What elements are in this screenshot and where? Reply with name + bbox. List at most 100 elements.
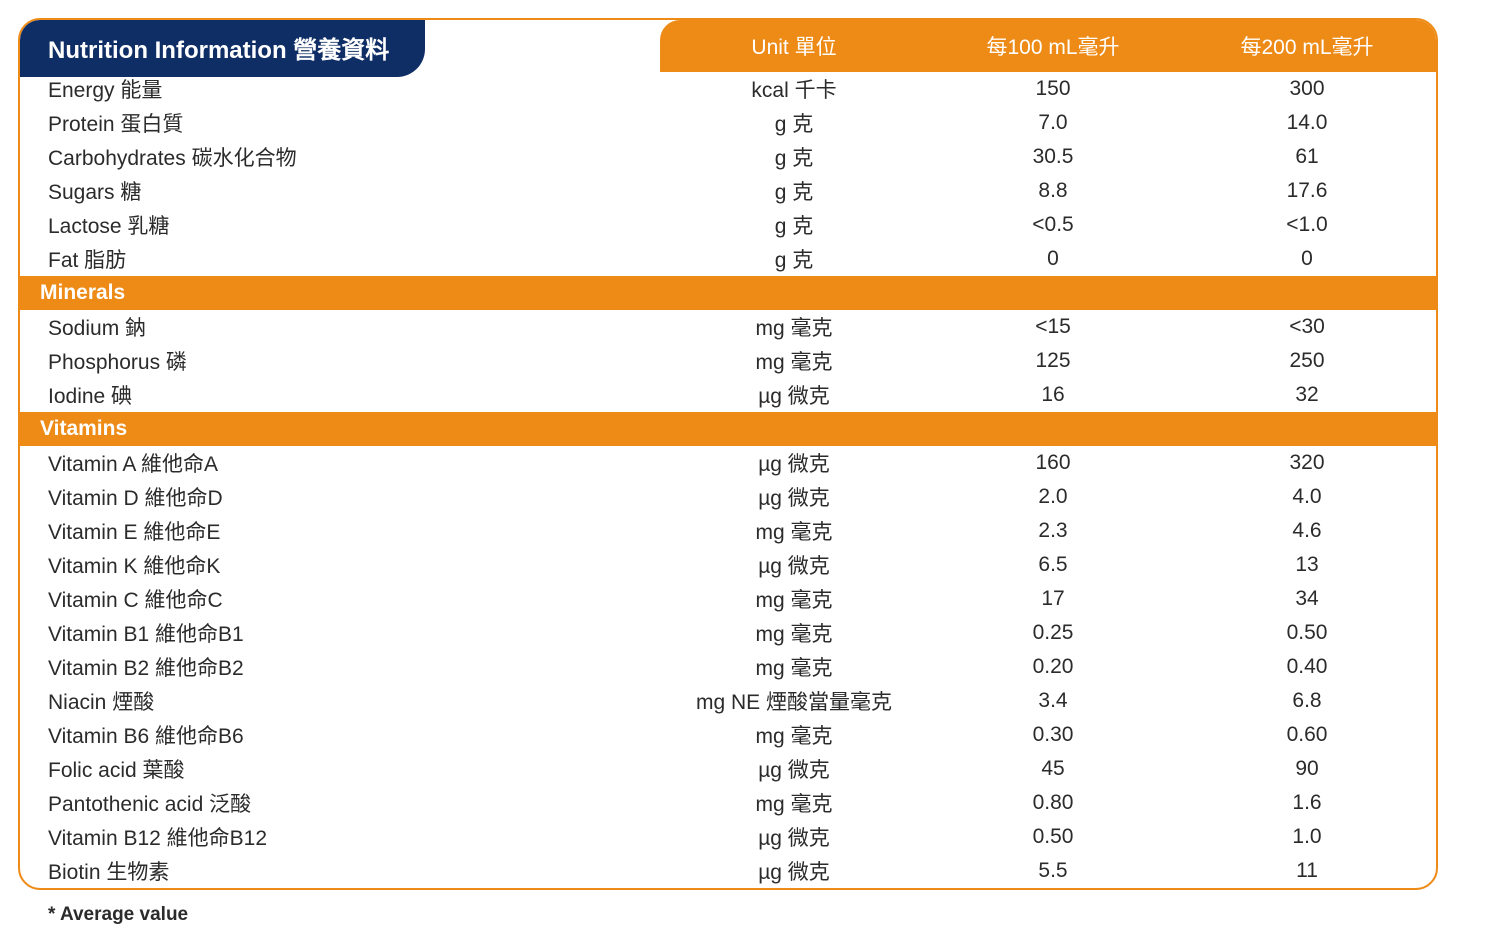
table-row: Vitamin K 維他命Kµg 微克6.513 [20,548,1436,582]
row-name: Vitamin B12 維他命B12 [20,822,660,852]
header-per200: 每200 mL毫升 [1178,20,1436,72]
row-value-100ml: 0.20 [928,655,1178,679]
section-row: Minerals [20,276,1436,310]
row-unit: kcal 千卡 [660,74,928,104]
row-unit: g 克 [660,108,928,138]
row-unit: µg 微克 [660,754,928,784]
table-row: Biotin 生物素µg 微克5.511 [20,854,1436,888]
row-value-200ml: 300 [1178,77,1436,101]
table-row: Vitamin B1 維他命B1mg 毫克0.250.50 [20,616,1436,650]
table-row: Vitamin B12 維他命B12µg 微克0.501.0 [20,820,1436,854]
row-value-100ml: 0.30 [928,723,1178,747]
table-row: Vitamin C 維他命Cmg 毫克1734 [20,582,1436,616]
row-value-200ml: 61 [1178,145,1436,169]
row-value-200ml: 6.8 [1178,689,1436,713]
nutrition-panel: Nutrition Information 營養資料 Unit 單位 每100 … [18,18,1438,890]
row-unit: g 克 [660,210,928,240]
row-name: Biotin 生物素 [20,856,660,886]
row-value-100ml: 0.50 [928,825,1178,849]
table-row: Fat 脂肪g 克00 [20,242,1436,276]
row-value-100ml: 7.0 [928,111,1178,135]
row-name: Iodine 碘 [20,380,660,410]
table-row: Sodium 鈉mg 毫克<15<30 [20,310,1436,344]
row-value-200ml: 0 [1178,247,1436,271]
row-name: Lactose 乳糖 [20,210,660,240]
row-value-100ml: 0 [928,247,1178,271]
table-row: Sugars 糖g 克8.817.6 [20,174,1436,208]
row-name: Folic acid 葉酸 [20,754,660,784]
row-unit: mg 毫克 [660,788,928,818]
row-unit: µg 微克 [660,380,928,410]
table-row: Pantothenic acid 泛酸mg 毫克0.801.6 [20,786,1436,820]
row-unit: µg 微克 [660,482,928,512]
row-unit: mg 毫克 [660,720,928,750]
row-value-100ml: 125 [928,349,1178,373]
row-name: Sodium 鈉 [20,312,660,342]
row-name: Fat 脂肪 [20,244,660,274]
row-name: Sugars 糖 [20,176,660,206]
row-name: Phosphorus 磷 [20,346,660,376]
row-name: Vitamin C 維他命C [20,584,660,614]
row-unit: mg 毫克 [660,516,928,546]
table-row: Carbohydrates 碳水化合物g 克30.561 [20,140,1436,174]
table-row: Vitamin B6 維他命B6mg 毫克0.300.60 [20,718,1436,752]
row-unit: mg 毫克 [660,618,928,648]
header-unit: Unit 單位 [660,20,928,72]
row-value-100ml: 5.5 [928,859,1178,883]
row-value-200ml: <1.0 [1178,213,1436,237]
header-cells: Unit 單位 每100 mL毫升 每200 mL毫升 [660,20,1436,72]
row-value-100ml: 150 [928,77,1178,101]
row-value-200ml: 11 [1178,859,1436,883]
row-value-100ml: 160 [928,451,1178,475]
row-value-100ml: 2.0 [928,485,1178,509]
row-unit: µg 微克 [660,822,928,852]
row-unit: mg 毫克 [660,346,928,376]
row-value-100ml: 8.8 [928,179,1178,203]
table-row: Vitamin A 維他命Aµg 微克160320 [20,446,1436,480]
table-row: Protein 蛋白質g 克7.014.0 [20,106,1436,140]
row-value-100ml: 6.5 [928,553,1178,577]
row-value-200ml: 250 [1178,349,1436,373]
row-value-200ml: 90 [1178,757,1436,781]
row-value-200ml: 1.0 [1178,825,1436,849]
row-unit: mg NE 煙酸當量毫克 [660,686,928,716]
row-name: Minerals [20,281,660,305]
header-per100: 每100 mL毫升 [928,20,1178,72]
row-name: Vitamin E 維他命E [20,516,660,546]
table-row: Vitamin D 維他命Dµg 微克2.04.0 [20,480,1436,514]
row-value-200ml: 17.6 [1178,179,1436,203]
row-value-200ml: 1.6 [1178,791,1436,815]
row-name: Vitamin A 維他命A [20,448,660,478]
row-value-200ml: 0.40 [1178,655,1436,679]
row-value-200ml: <30 [1178,315,1436,339]
row-value-100ml: 30.5 [928,145,1178,169]
row-name: Vitamins [20,417,660,441]
row-value-200ml: 320 [1178,451,1436,475]
row-value-200ml: 34 [1178,587,1436,611]
row-value-100ml: 17 [928,587,1178,611]
row-value-200ml: 4.6 [1178,519,1436,543]
row-unit: g 克 [660,142,928,172]
row-value-200ml: 32 [1178,383,1436,407]
row-value-100ml: <15 [928,315,1178,339]
table-row: Energy 能量kcal 千卡150300 [20,72,1436,106]
row-value-200ml: 0.50 [1178,621,1436,645]
row-value-200ml: 0.60 [1178,723,1436,747]
row-value-200ml: 4.0 [1178,485,1436,509]
row-value-100ml: 45 [928,757,1178,781]
row-name: Pantothenic acid 泛酸 [20,788,660,818]
row-value-100ml: 3.4 [928,689,1178,713]
table-row: Phosphorus 磷mg 毫克125250 [20,344,1436,378]
row-name: Vitamin B1 維他命B1 [20,618,660,648]
row-name: Carbohydrates 碳水化合物 [20,142,660,172]
row-value-200ml: 13 [1178,553,1436,577]
row-unit: mg 毫克 [660,584,928,614]
row-unit: g 克 [660,244,928,274]
table-row: Vitamin E 維他命Emg 毫克2.34.6 [20,514,1436,548]
row-value-100ml: 0.25 [928,621,1178,645]
table-row: Iodine 碘µg 微克1632 [20,378,1436,412]
row-name: Vitamin D 維他命D [20,482,660,512]
row-value-100ml: 0.80 [928,791,1178,815]
row-value-100ml: 2.3 [928,519,1178,543]
row-unit: µg 微克 [660,856,928,886]
